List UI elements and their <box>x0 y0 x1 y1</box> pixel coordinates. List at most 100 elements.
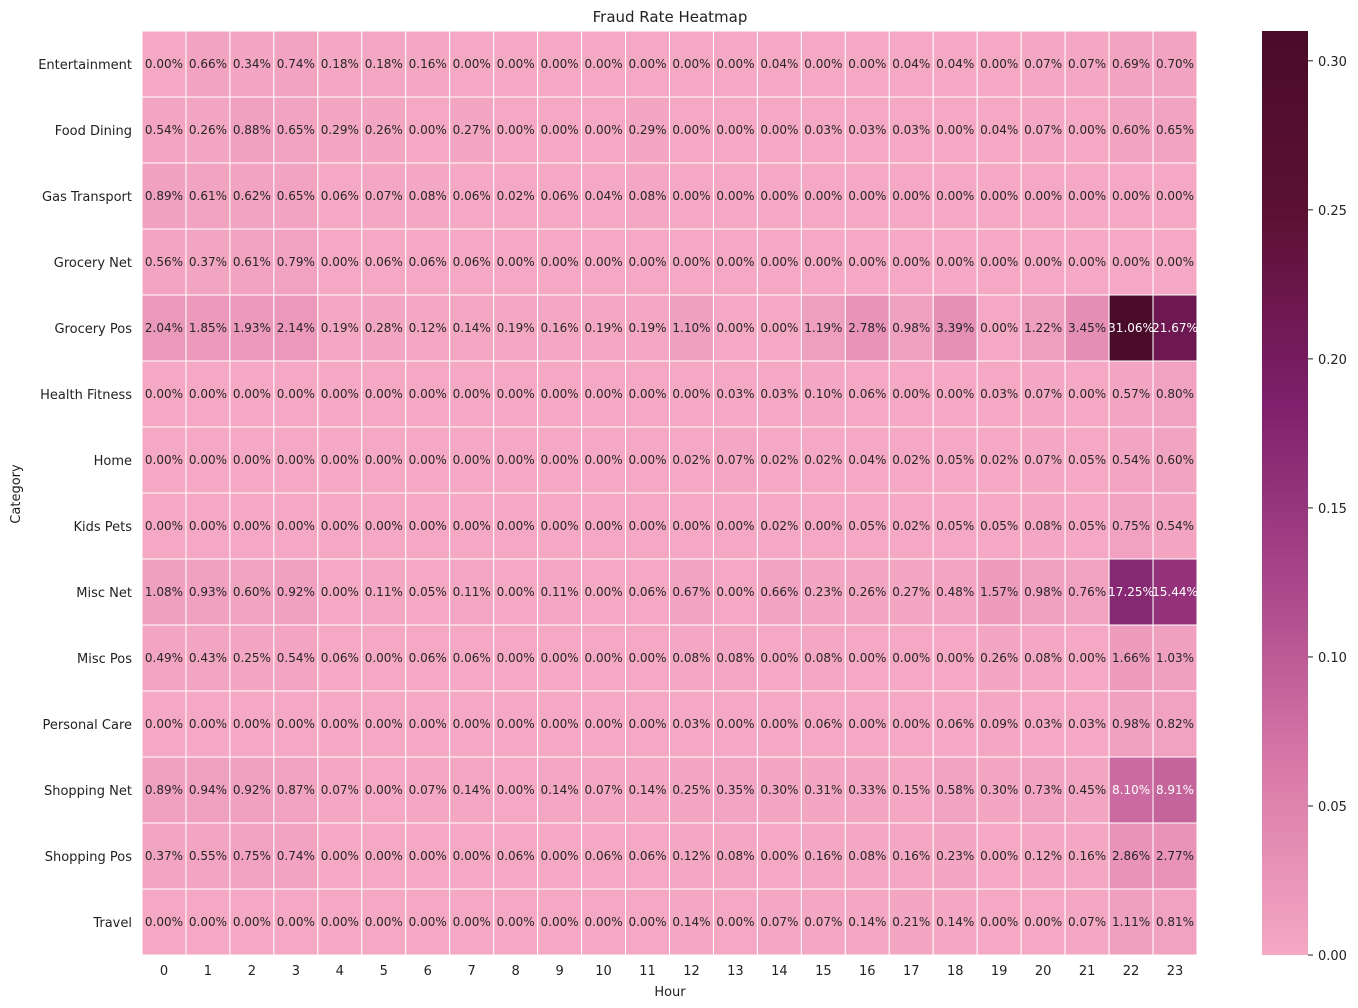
cell-value-label: 0.57% <box>1112 387 1150 401</box>
heatmap-cell <box>1152 558 1198 626</box>
cell-value-label: 0.00% <box>585 453 623 467</box>
cell-value-label: 0.00% <box>497 387 535 401</box>
cell-value-label: 0.02% <box>892 453 930 467</box>
x-tick-label: 14 <box>771 964 788 979</box>
cell-value-label: 0.03% <box>672 717 710 731</box>
heatmap-cell <box>932 492 978 560</box>
cell-value-label: 0.00% <box>628 519 666 533</box>
cell-value-label: 0.00% <box>453 453 491 467</box>
heatmap-cell <box>493 228 539 296</box>
cell-value-label: 0.92% <box>277 585 315 599</box>
x-tick-label: 16 <box>859 964 876 979</box>
cell-value-label: 0.00% <box>541 453 579 467</box>
cell-value-label: 0.00% <box>804 189 842 203</box>
cell-value-label: 0.00% <box>189 453 227 467</box>
cell-value-label: 2.86% <box>1112 849 1150 863</box>
heatmap-cell <box>932 624 978 692</box>
cell-value-label: 0.00% <box>585 585 623 599</box>
cell-value-label: 0.00% <box>365 849 403 863</box>
heatmap-cell <box>273 624 319 692</box>
heatmap-cell <box>1108 888 1154 956</box>
cell-value-label: 0.11% <box>453 585 491 599</box>
heatmap-cell <box>141 624 187 692</box>
colorbar-tick-label: 0.05 <box>1318 800 1347 815</box>
cell-value-label: 0.00% <box>980 189 1018 203</box>
heatmap-cell <box>185 294 231 362</box>
cell-value-label: 0.07% <box>1024 387 1062 401</box>
heatmap-cell <box>932 30 978 98</box>
heatmap-cell <box>712 360 758 428</box>
cell-value-label: 0.00% <box>541 651 579 665</box>
cell-value-label: 0.07% <box>409 783 447 797</box>
cell-value-label: 0.04% <box>936 57 974 71</box>
heatmap-cell <box>625 30 671 98</box>
cell-value-label: 0.00% <box>409 519 447 533</box>
cell-value-label: 0.03% <box>892 123 930 137</box>
cell-value-label: 0.00% <box>585 57 623 71</box>
cell-value-label: 0.93% <box>189 585 227 599</box>
heatmap-cell <box>844 822 890 890</box>
heatmap-cell <box>1064 162 1110 230</box>
heatmap-cell <box>625 228 671 296</box>
cell-value-label: 0.00% <box>1112 189 1150 203</box>
heatmap-cell <box>317 624 363 692</box>
cell-value-label: 0.00% <box>233 453 271 467</box>
cell-value-label: 0.00% <box>321 849 359 863</box>
heatmap-cell <box>669 228 714 296</box>
x-tick-label: 2 <box>248 964 256 979</box>
cell-value-label: 0.00% <box>277 915 315 929</box>
heatmap-cell <box>712 624 758 692</box>
cell-value-label: 0.00% <box>233 915 271 929</box>
y-tick-label: Entertainment <box>38 58 132 73</box>
cell-value-label: 0.05% <box>409 585 447 599</box>
heatmap-cell <box>1152 888 1198 956</box>
cell-value-label: 0.66% <box>760 585 798 599</box>
chart-title: Fraud Rate Heatmap <box>593 8 748 26</box>
cell-value-label: 0.00% <box>892 189 930 203</box>
heatmap-cell <box>361 690 407 758</box>
cell-value-label: 0.00% <box>760 255 798 269</box>
cell-value-label: 0.00% <box>716 123 754 137</box>
colorbar-tick-label: 0.00 <box>1318 949 1347 964</box>
cell-value-label: 0.00% <box>1068 255 1106 269</box>
heatmap-cell <box>1152 30 1198 98</box>
cell-value-label: 0.00% <box>453 915 491 929</box>
cell-value-label: 0.00% <box>936 651 974 665</box>
heatmap-cell <box>1108 426 1154 494</box>
heatmap-cell <box>1108 294 1154 362</box>
heatmap-cell <box>800 228 846 296</box>
heatmap-cell <box>844 426 890 494</box>
cell-value-label: 0.00% <box>760 321 798 335</box>
cell-value-label: 0.05% <box>1068 453 1106 467</box>
cell-value-label: 0.00% <box>716 519 754 533</box>
heatmap-cell <box>756 96 802 164</box>
cell-value-label: 0.00% <box>541 717 579 731</box>
heatmap-cell <box>888 756 934 824</box>
heatmap-cell <box>405 888 451 956</box>
heatmap-cell <box>669 624 714 692</box>
cell-value-label: 3.39% <box>936 321 974 335</box>
cell-value-label: 0.00% <box>585 717 623 731</box>
y-tick-label: Misc Pos <box>77 652 132 667</box>
cell-value-label: 0.61% <box>189 189 227 203</box>
heatmap-cell <box>361 162 407 230</box>
cell-value-label: 0.00% <box>585 387 623 401</box>
cell-value-label: 0.00% <box>628 387 666 401</box>
cell-value-label: 0.23% <box>936 849 974 863</box>
heatmap-cell <box>888 426 934 494</box>
cell-value-label: 0.00% <box>848 255 886 269</box>
cell-value-label: 0.07% <box>1024 453 1062 467</box>
cell-value-label: 0.65% <box>1156 123 1194 137</box>
cell-value-label: 0.08% <box>716 651 754 665</box>
heatmap-cell <box>273 492 319 560</box>
cell-value-label: 0.00% <box>760 717 798 731</box>
x-tick-label: 18 <box>947 964 964 979</box>
heatmap-cell <box>185 558 231 626</box>
cell-value-label: 0.74% <box>277 57 315 71</box>
heatmap-cell <box>888 558 934 626</box>
cell-value-label: 0.06% <box>453 651 491 665</box>
cell-value-label: 0.00% <box>848 57 886 71</box>
heatmap-cell <box>229 294 275 362</box>
cell-value-label: 0.00% <box>1024 189 1062 203</box>
